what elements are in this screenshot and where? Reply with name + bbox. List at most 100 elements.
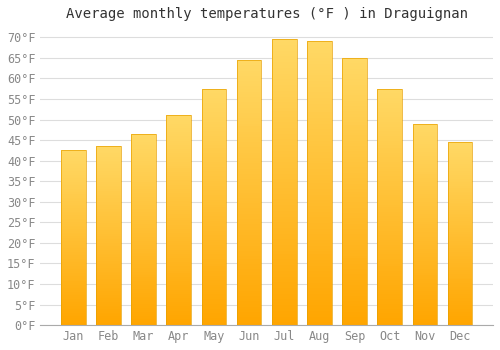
Bar: [342, 69, 367, 71]
Bar: [166, 260, 191, 262]
Bar: [307, 138, 332, 141]
Bar: [237, 118, 262, 121]
Bar: [378, 245, 402, 247]
Bar: [272, 211, 296, 214]
Bar: [61, 259, 86, 260]
Bar: [448, 186, 472, 188]
Bar: [166, 271, 191, 273]
Bar: [166, 124, 191, 126]
Bar: [342, 261, 367, 264]
Bar: [237, 166, 262, 169]
Bar: [61, 191, 86, 192]
Bar: [307, 98, 332, 101]
Bar: [237, 129, 262, 132]
Bar: [166, 283, 191, 285]
Bar: [202, 257, 226, 259]
Bar: [448, 164, 472, 166]
Bar: [272, 102, 296, 105]
Bar: [96, 195, 120, 196]
Bar: [448, 173, 472, 175]
Bar: [378, 212, 402, 214]
Bar: [307, 135, 332, 138]
Bar: [448, 236, 472, 237]
Bar: [61, 285, 86, 287]
Bar: [272, 148, 296, 151]
Bar: [412, 168, 438, 170]
Bar: [412, 317, 438, 319]
Bar: [237, 198, 262, 201]
Bar: [272, 139, 296, 142]
Bar: [378, 129, 402, 131]
Bar: [412, 232, 438, 234]
Bar: [237, 261, 262, 264]
Bar: [131, 264, 156, 266]
Bar: [202, 96, 226, 98]
Bar: [61, 243, 86, 245]
Bar: [448, 246, 472, 248]
Bar: [131, 203, 156, 205]
Bar: [202, 89, 226, 325]
Bar: [448, 208, 472, 210]
Bar: [202, 297, 226, 299]
Bar: [131, 283, 156, 285]
Bar: [131, 147, 156, 149]
Bar: [166, 191, 191, 193]
Bar: [166, 273, 191, 275]
Bar: [307, 300, 332, 302]
Bar: [131, 176, 156, 178]
Bar: [412, 248, 438, 251]
Bar: [61, 189, 86, 191]
Bar: [131, 157, 156, 159]
Bar: [448, 228, 472, 230]
Bar: [412, 198, 438, 200]
Bar: [131, 306, 156, 308]
Bar: [272, 202, 296, 205]
Bar: [237, 296, 262, 299]
Bar: [166, 128, 191, 130]
Bar: [131, 247, 156, 249]
Bar: [166, 193, 191, 195]
Bar: [202, 115, 226, 117]
Bar: [61, 306, 86, 308]
Bar: [131, 216, 156, 218]
Bar: [307, 130, 332, 132]
Bar: [166, 139, 191, 141]
Bar: [166, 185, 191, 187]
Bar: [342, 154, 367, 157]
Bar: [342, 245, 367, 248]
Bar: [166, 268, 191, 271]
Bar: [166, 199, 191, 202]
Bar: [202, 235, 226, 238]
Bar: [378, 162, 402, 164]
Bar: [96, 245, 120, 246]
Bar: [307, 254, 332, 257]
Bar: [61, 323, 86, 325]
Bar: [131, 245, 156, 247]
Bar: [378, 207, 402, 209]
Bar: [61, 166, 86, 168]
Bar: [61, 229, 86, 231]
Bar: [237, 219, 262, 222]
Bar: [378, 136, 402, 138]
Bar: [272, 111, 296, 114]
Bar: [448, 252, 472, 254]
Bar: [237, 182, 262, 184]
Bar: [307, 297, 332, 300]
Bar: [96, 232, 120, 234]
Bar: [237, 246, 262, 248]
Bar: [166, 229, 191, 231]
Bar: [202, 127, 226, 129]
Bar: [307, 243, 332, 246]
Bar: [166, 145, 191, 147]
Bar: [272, 305, 296, 308]
Bar: [202, 238, 226, 240]
Bar: [131, 142, 156, 143]
Bar: [412, 160, 438, 162]
Bar: [342, 98, 367, 100]
Bar: [131, 161, 156, 163]
Bar: [61, 182, 86, 184]
Bar: [166, 122, 191, 124]
Bar: [307, 84, 332, 87]
Bar: [202, 131, 226, 134]
Bar: [307, 195, 332, 197]
